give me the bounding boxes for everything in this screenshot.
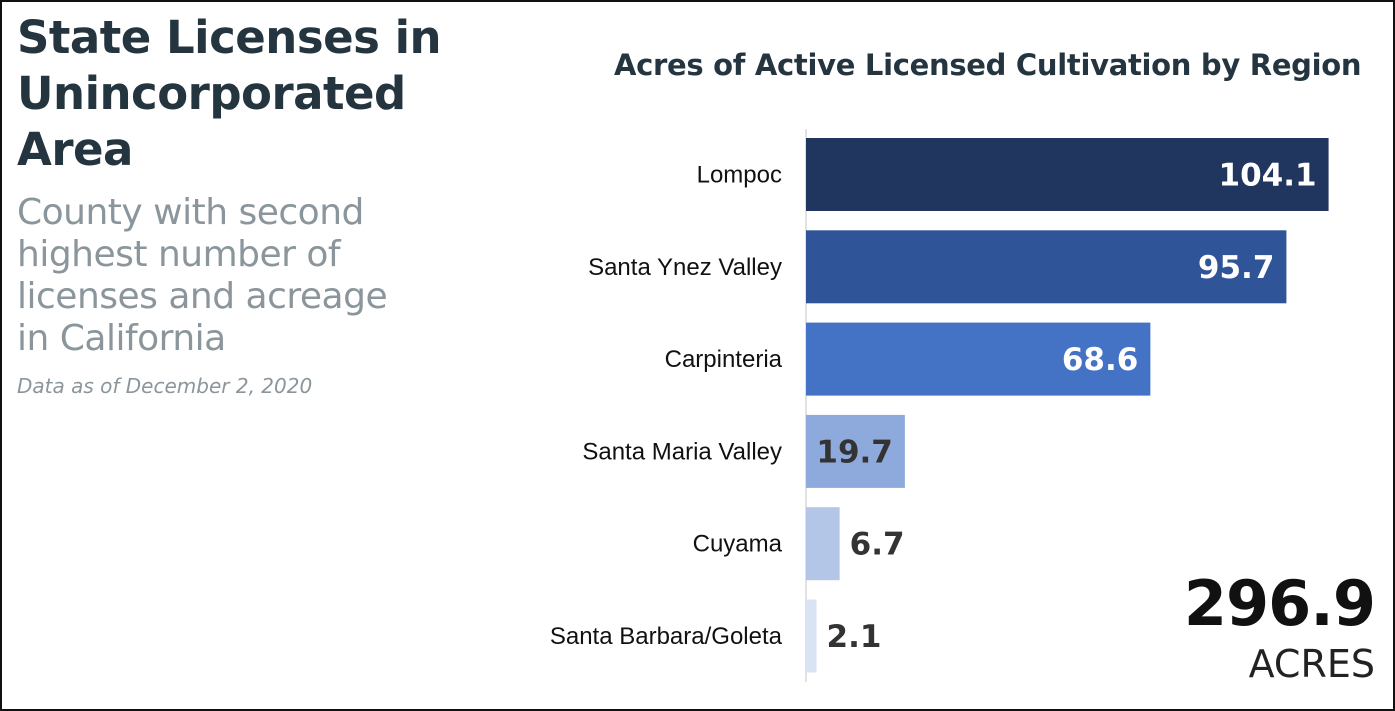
- value-label: 2.1: [827, 619, 882, 655]
- chart-title: Acres of Active Licensed Cultivation by …: [614, 48, 1362, 82]
- value-label: 68.6: [1062, 342, 1139, 378]
- bar-santa-ynez-valley: [806, 230, 1287, 304]
- bar-lompoc: [806, 138, 1329, 211]
- value-label: 6.7: [850, 527, 905, 563]
- category-label: Cuyama: [693, 531, 783, 558]
- total-acres-value: 296.9: [1183, 567, 1376, 640]
- date-note: Data as of December 2, 2020: [17, 374, 313, 398]
- bar-cuyama: [806, 507, 840, 581]
- value-label: 95.7: [1198, 250, 1275, 286]
- value-label: 19.7: [816, 434, 893, 470]
- total-acres-unit: ACRES: [1248, 642, 1375, 686]
- category-label: Santa Ynez Valley: [588, 254, 782, 281]
- bar-santa-maria-valley: [806, 414, 905, 488]
- page-title: State Licenses in Unincorporated Area: [17, 11, 442, 176]
- value-label: 104.1: [1219, 158, 1317, 194]
- page-subtitle: County with second highest number of lic…: [17, 192, 388, 359]
- bar-santa-barbara-goleta: [806, 599, 817, 673]
- category-label: Lompoc: [697, 162, 782, 189]
- category-label: Santa Barbara/Goleta: [550, 623, 783, 650]
- category-label: Carpinteria: [665, 346, 783, 373]
- category-label: Santa Maria Valley: [582, 438, 782, 465]
- bar-carpinteria: [806, 322, 1151, 396]
